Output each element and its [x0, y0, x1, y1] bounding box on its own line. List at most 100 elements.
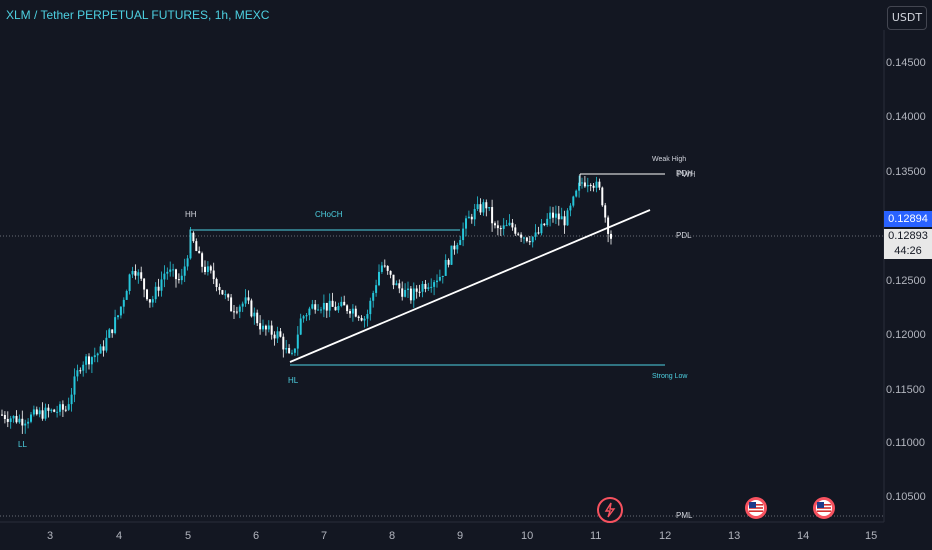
candle-body: [508, 222, 511, 226]
candle-body: [53, 409, 56, 412]
candle-body: [235, 311, 238, 313]
candle-body: [146, 289, 148, 300]
us-flag-icon[interactable]: [745, 497, 767, 519]
time-label: 10: [521, 530, 534, 542]
candle-body: [502, 225, 505, 229]
candle-body: [296, 334, 299, 349]
candle-body: [610, 233, 612, 239]
candle-body: [264, 325, 267, 330]
candle-body: [470, 216, 473, 220]
candle-body: [369, 300, 372, 315]
candle-body: [586, 184, 589, 187]
price-label: 0.13500: [886, 166, 926, 178]
strong-low-label: Strong Low: [652, 373, 688, 380]
candle-body: [528, 241, 531, 243]
candle-body: [444, 259, 447, 276]
candle-body: [221, 290, 224, 295]
candle-body: [169, 269, 172, 272]
candle-body: [218, 287, 221, 291]
candle-body: [563, 216, 566, 226]
candle-body: [206, 266, 209, 273]
candle-body: [523, 237, 525, 239]
time-label: 9: [457, 530, 464, 542]
candle-body: [61, 404, 64, 410]
candle-body: [549, 212, 552, 219]
candle-body: [438, 277, 441, 281]
candle-body: [99, 346, 102, 354]
candle-body: [233, 311, 235, 313]
candle-body: [114, 317, 117, 334]
pdl-label: PDL: [676, 231, 692, 240]
candle-body: [128, 274, 131, 291]
candle-body: [12, 415, 15, 419]
candle-body: [24, 423, 27, 426]
lightning-icon[interactable]: [597, 497, 623, 523]
candle-body: [401, 288, 404, 297]
candle-body: [363, 318, 366, 321]
candle-body: [157, 286, 160, 291]
candle-body: [241, 303, 244, 307]
symbol-title[interactable]: XLM / Tether PERPETUAL FUTURES, 1h, MEXC: [6, 8, 270, 22]
currency-button[interactable]: USDT: [887, 6, 927, 30]
candle-body: [177, 279, 180, 281]
pml-label: PML: [676, 511, 693, 520]
candle-body: [427, 287, 430, 289]
candle-body: [421, 283, 424, 292]
candle-body: [395, 283, 398, 286]
candle-body: [163, 273, 166, 280]
candle-body: [328, 300, 331, 311]
time-label: 11: [590, 530, 602, 542]
candle-body: [166, 271, 169, 274]
time-label: 13: [728, 530, 741, 542]
candle-body: [340, 301, 343, 307]
candle-body: [534, 232, 537, 237]
candle-body: [366, 314, 369, 319]
candle-body: [520, 234, 523, 238]
candle-body: [372, 292, 375, 301]
candle-body: [137, 272, 140, 276]
candle-body: [122, 299, 125, 307]
time-label: 8: [389, 530, 396, 542]
candle-body: [134, 271, 137, 276]
candle-body: [525, 237, 528, 242]
ll-label: LL: [18, 440, 27, 449]
price-label: 0.10500: [886, 491, 926, 503]
candle-body: [473, 209, 476, 220]
candle-body: [354, 308, 357, 317]
candle-body: [595, 181, 598, 188]
candle-body: [552, 212, 554, 218]
candle-body: [253, 312, 256, 317]
candle-body: [389, 270, 392, 275]
candle-body: [604, 205, 607, 218]
candle-body: [450, 245, 453, 265]
candle-body: [578, 182, 581, 191]
candle-body: [183, 266, 186, 276]
candle-body: [73, 376, 76, 395]
candle-body: [540, 223, 543, 234]
candle-body: [496, 225, 499, 229]
candle-body: [351, 308, 354, 314]
candle-body: [250, 300, 253, 317]
candle-body: [299, 318, 302, 335]
candle-body: [349, 311, 351, 314]
candle-body: [267, 325, 270, 330]
candle-body: [447, 259, 450, 265]
candle-body: [195, 241, 198, 251]
candle-body: [151, 299, 154, 303]
candle-body: [44, 407, 47, 419]
candle-body: [154, 286, 157, 300]
candle-body: [247, 297, 250, 301]
bar-countdown: 44:26: [884, 244, 932, 259]
candle-body: [441, 275, 444, 278]
candle-body: [172, 269, 175, 271]
candle-body: [543, 223, 546, 226]
candle-body: [407, 288, 409, 290]
candle-body: [1, 414, 3, 416]
candle-body: [598, 181, 601, 188]
us-flag-icon[interactable]: [813, 497, 835, 519]
candle-body: [85, 356, 88, 365]
weak-high-label: Weak High: [652, 156, 687, 163]
candle-body: [453, 245, 456, 250]
candle-body: [485, 202, 488, 209]
